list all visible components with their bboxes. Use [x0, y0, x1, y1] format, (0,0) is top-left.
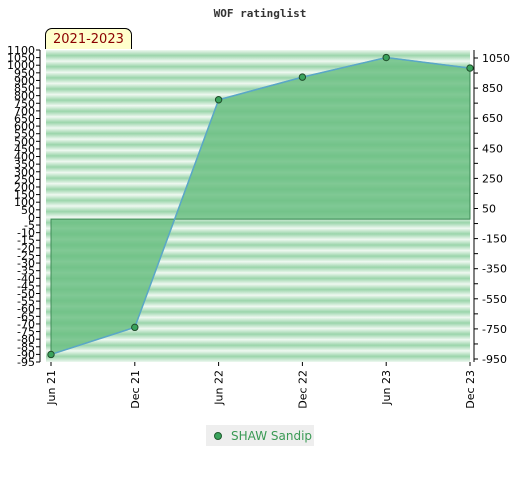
y-tick-label-left: -50	[17, 288, 35, 301]
grid-band	[46, 350, 470, 362]
grid-band	[46, 317, 470, 329]
y-tick-label-right: -750	[482, 323, 507, 336]
y-tick-label-left: -30	[17, 257, 35, 270]
y-tick-label-left: 50	[21, 204, 35, 217]
legend: SHAW Sandip	[206, 425, 314, 446]
y-ticks-left: 1100105010009509008508007507006506005505…	[7, 44, 40, 369]
grid-band	[46, 272, 470, 284]
y-tick-label-left: -45	[17, 280, 35, 293]
data-point	[214, 96, 223, 104]
y-tick-label-left: 500	[14, 135, 35, 148]
y-tick-label-right: 850	[482, 82, 503, 95]
data-point	[298, 73, 307, 81]
grid-band	[46, 50, 470, 62]
y-tick-label-right: 650	[482, 112, 503, 125]
y-tick-label-right: 250	[482, 172, 503, 185]
y-tick-label-left: 650	[14, 112, 35, 125]
grid-band	[46, 61, 470, 73]
grid-band	[46, 250, 470, 262]
y-tick-label-right: -550	[482, 293, 507, 306]
y-tick-label-left: 200	[14, 181, 35, 194]
y-tick-label-left: 900	[14, 74, 35, 87]
x-tick-label: Dec 21	[129, 370, 142, 409]
y-tick-label-left: 700	[14, 105, 35, 118]
series-line-path	[50, 56, 471, 356]
y-tick-label-left: 800	[14, 90, 35, 103]
y-tick-label-right: 50	[482, 203, 496, 216]
grid-band	[46, 72, 470, 84]
y-tick-label-left: -40	[17, 272, 35, 285]
y-tick-label-left: 550	[14, 128, 35, 141]
y-tick-label-left: -35	[17, 265, 35, 278]
y-tick-label-left: -75	[17, 326, 35, 339]
grid-band	[46, 239, 470, 251]
y-tick-label-left: 850	[14, 82, 35, 95]
y-tick-label-left: 400	[14, 151, 35, 164]
y-tick-label-left: 300	[14, 166, 35, 179]
data-point	[47, 350, 55, 359]
series-line	[50, 56, 471, 356]
y-tick-label-right: -150	[482, 233, 507, 246]
y-tick-label-left: -60	[17, 303, 35, 316]
grid-band	[46, 339, 470, 351]
y-tick-label-left: 750	[14, 97, 35, 110]
y-tick-label-left: -65	[17, 310, 35, 323]
y-tick-label-right: 450	[482, 142, 503, 155]
y-tick-label-left: -10	[17, 227, 35, 240]
y-tick-label-right: -950	[482, 353, 507, 366]
y-ticks-right: 1050 850 650 450 250 50 -150 -350 -550 -750 -950	[474, 52, 510, 366]
y-tick-label-left: 350	[14, 158, 35, 171]
grid-band	[46, 228, 470, 240]
legend-label-series: SHAW Sandip	[231, 428, 313, 443]
y-tick-label-left: 450	[14, 143, 35, 156]
data-point	[466, 64, 474, 72]
x-tick-label: Jun 23	[380, 370, 393, 406]
x-ticks: Jun 21 Dec 21 Jun 22 Dec 22 Jun 23 Dec 23	[45, 362, 477, 409]
grid-band	[46, 261, 470, 273]
grid-band	[46, 284, 470, 296]
y-tick-label-left: 0	[28, 211, 35, 224]
y-tick-label-right: -350	[482, 263, 507, 276]
x-tick-label: Dec 22	[296, 370, 309, 409]
y-tick-label-left: 100	[14, 196, 35, 209]
chart-title: WOF ratinglist	[214, 7, 307, 20]
y-tick-label-left: 600	[14, 120, 35, 133]
period-badge: 2021-2023	[45, 28, 132, 49]
x-tick-label: Dec 23	[464, 370, 477, 409]
x-tick-label: Jun 22	[213, 370, 226, 406]
y-tick-label-left: -95	[17, 356, 35, 369]
y-tick-label-left: -55	[17, 295, 35, 308]
data-point	[382, 53, 390, 62]
grid-band	[46, 295, 470, 307]
grid-band	[46, 217, 470, 229]
y-tick-label-left: 950	[14, 67, 35, 80]
y-tick-label-left: -70	[17, 318, 35, 331]
y-tick-label-left: -85	[17, 341, 35, 354]
grid-band	[46, 328, 470, 340]
legend-marker	[214, 431, 222, 440]
y-tick-label-left: -15	[17, 234, 35, 247]
y-tick-label-left: -80	[17, 333, 35, 346]
y-tick-label-left: -20	[17, 242, 35, 255]
y-tick-label-left: 150	[14, 189, 35, 202]
y-tick-label-left: -5	[24, 219, 35, 232]
data-points	[47, 53, 474, 359]
y-tick-label-left: 1100	[7, 44, 35, 57]
y-tick-label-left: -90	[17, 348, 35, 361]
y-tick-label-left: 1000	[7, 59, 35, 72]
x-tick-label: Jun 21	[45, 370, 58, 406]
y-tick-label-left: 1050	[7, 52, 35, 65]
y-tick-label-left: 250	[14, 173, 35, 186]
grid-band	[46, 306, 470, 318]
y-tick-label-right: 1050	[482, 52, 510, 65]
data-point	[131, 323, 139, 332]
y-tick-label-left: -25	[17, 249, 35, 262]
